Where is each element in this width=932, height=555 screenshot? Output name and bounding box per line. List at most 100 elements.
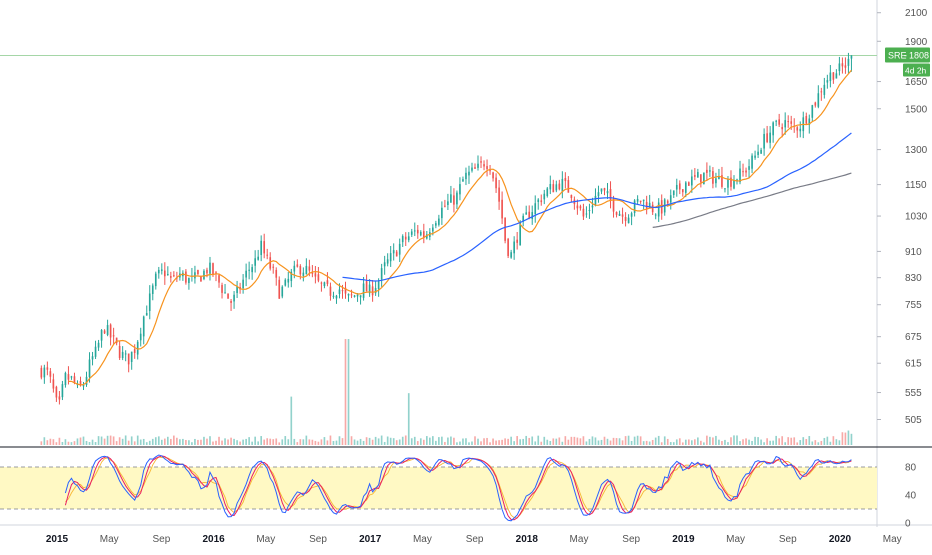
- volume-bar: [416, 441, 419, 445]
- volume-bar: [480, 441, 482, 445]
- candle-body: [200, 276, 202, 282]
- volume-bar: [513, 441, 515, 445]
- volume-bars: [40, 339, 853, 445]
- volume-bar: [61, 441, 64, 445]
- volume-bar: [266, 438, 269, 445]
- volume-bar: [215, 440, 217, 445]
- candle-body: [564, 177, 567, 182]
- price-tick-label: 1500: [905, 104, 928, 115]
- price-axis: 2100 1900 1650 1500 1300 1150 1030 910 830 755 675…: [0, 0, 932, 527]
- volume-bar: [787, 437, 790, 445]
- volume-bar: [410, 438, 413, 445]
- candle-body: [525, 212, 528, 215]
- volume-bar: [356, 440, 359, 445]
- volume-bar: [672, 442, 675, 445]
- candle-body: [600, 188, 603, 192]
- candle-body: [760, 149, 762, 154]
- volume-bar: [534, 441, 537, 445]
- volume-bar: [82, 436, 85, 445]
- stoch-tick-label: 40: [905, 491, 917, 502]
- candle-body: [284, 279, 287, 286]
- candle-body: [570, 195, 573, 198]
- volume-bar: [603, 436, 606, 445]
- candle-body: [58, 396, 61, 400]
- volume-bar: [73, 441, 76, 445]
- volume-bar: [706, 435, 708, 445]
- candle-body: [173, 275, 175, 277]
- candle-body: [97, 342, 100, 348]
- candle-body: [495, 177, 497, 189]
- candle-body: [841, 63, 844, 67]
- volume-bar: [359, 438, 362, 445]
- candle-body: [501, 199, 503, 219]
- volume-bar: [802, 437, 805, 445]
- volume-bar: [781, 436, 784, 445]
- time-tick-label: 2016: [202, 534, 225, 545]
- volume-bar: [793, 437, 796, 445]
- candle-body: [742, 171, 744, 173]
- candle-body: [257, 256, 259, 260]
- volume-bar: [694, 439, 696, 445]
- volume-bar: [278, 442, 281, 445]
- volume-bar: [790, 437, 793, 445]
- volume-bar: [368, 437, 371, 445]
- candle-body: [386, 259, 389, 264]
- candle-body: [438, 218, 440, 225]
- volume-bar: [847, 430, 850, 445]
- volume-bar: [197, 439, 199, 445]
- volume-bar: [606, 438, 609, 445]
- volume-bar: [799, 440, 802, 445]
- volume-bar: [76, 438, 79, 445]
- candle-body: [718, 176, 720, 180]
- candle-body: [410, 231, 413, 235]
- volume-bar: [609, 440, 612, 445]
- candle-body: [730, 177, 732, 187]
- volume-bar: [212, 441, 214, 445]
- volume-bar: [40, 441, 43, 445]
- time-tick-label: May: [256, 534, 275, 545]
- moving-averages: [68, 69, 852, 386]
- candle-body: [591, 205, 594, 208]
- candle-body: [341, 290, 344, 292]
- candle-body: [170, 276, 172, 278]
- candle-body: [227, 293, 229, 299]
- candle-body: [188, 278, 190, 284]
- volume-bar: [206, 438, 208, 445]
- volume-bar: [585, 441, 588, 445]
- candle-body: [588, 209, 591, 211]
- candle-body: [290, 271, 293, 282]
- volume-bar: [305, 435, 308, 445]
- volume-bar: [224, 438, 226, 445]
- volume-bar: [91, 439, 94, 445]
- candle-body: [462, 179, 464, 182]
- volume-bar: [591, 436, 594, 445]
- candle-body: [766, 133, 768, 143]
- volume-bar: [621, 440, 624, 445]
- candle-body: [684, 182, 687, 193]
- time-tick-label: 2018: [516, 534, 539, 545]
- volume-bar: [311, 439, 314, 445]
- candle-body: [621, 214, 624, 217]
- stoch-k-line: [64, 454, 852, 522]
- candle-body: [374, 288, 377, 294]
- candle-body: [844, 65, 847, 68]
- volume-bar: [570, 436, 573, 445]
- volume-bar: [299, 439, 302, 445]
- candle-body: [814, 102, 817, 106]
- time-tick-label: May: [100, 534, 119, 545]
- volume-bar: [678, 438, 681, 445]
- volume-bar: [796, 442, 799, 445]
- candle-body: [52, 379, 55, 389]
- candle-body: [576, 205, 579, 209]
- volume-bar: [221, 440, 223, 445]
- candle-body: [194, 272, 196, 279]
- candle-body: [121, 351, 124, 359]
- volume-bar: [242, 439, 244, 445]
- candle-body: [681, 189, 684, 193]
- volume-bar: [516, 436, 518, 445]
- volume-bar: [754, 436, 756, 445]
- candle-body: [534, 203, 537, 215]
- candle-body: [43, 367, 46, 378]
